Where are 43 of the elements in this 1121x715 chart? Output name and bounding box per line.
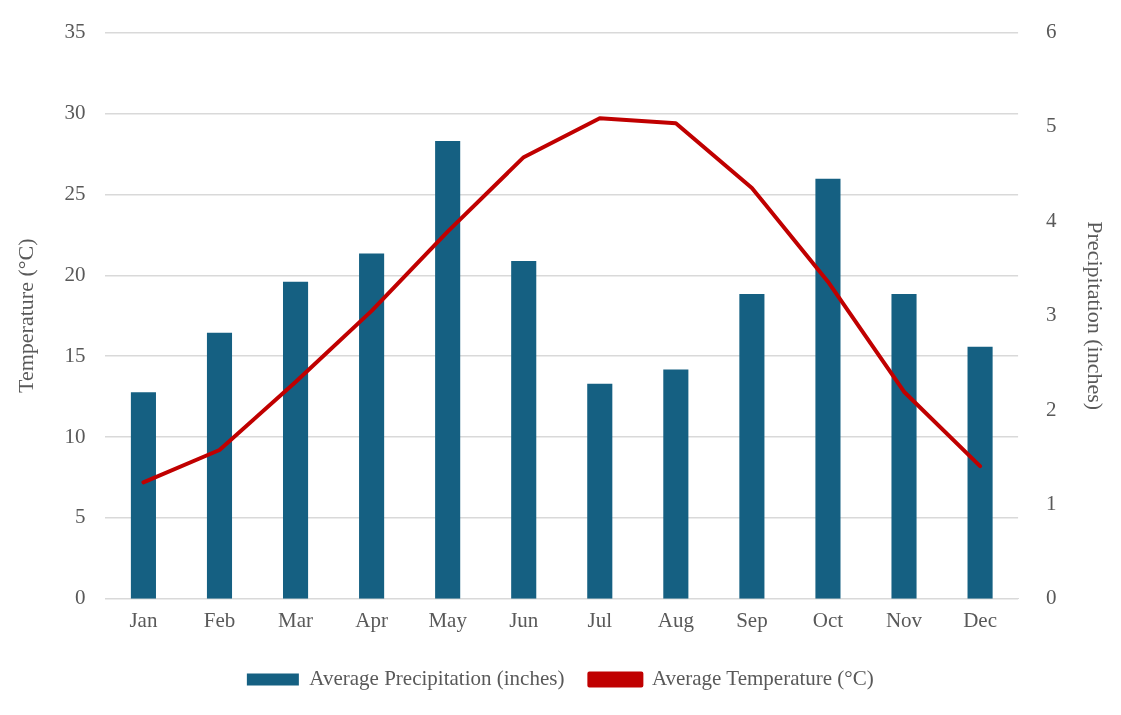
x-tick-label: May bbox=[428, 607, 468, 632]
x-tick-label: Jul bbox=[587, 607, 613, 632]
y-axis-title: Temperature (°C) bbox=[12, 238, 38, 393]
legend-label: Average Temperature (°C) bbox=[651, 666, 874, 691]
y2-tick-label: 4 bbox=[1046, 207, 1058, 232]
y-tick-label: 25 bbox=[64, 180, 86, 205]
x-tick-label: Dec bbox=[963, 607, 997, 632]
x-tick-label: Aug bbox=[657, 607, 695, 632]
y-tick-label: 10 bbox=[64, 423, 86, 448]
bar bbox=[815, 178, 841, 599]
y2-tick-label: 2 bbox=[1046, 396, 1057, 421]
y-tick-label: 30 bbox=[64, 100, 86, 124]
y-tick-label: 15 bbox=[64, 342, 86, 367]
y2-tick-label: 1 bbox=[1046, 490, 1057, 515]
x-tick-label: Nov bbox=[885, 607, 923, 632]
bar bbox=[663, 369, 689, 599]
bar bbox=[891, 294, 917, 599]
y2-tick-label: 5 bbox=[1046, 113, 1057, 138]
bar bbox=[967, 346, 993, 599]
x-tick-label: Mar bbox=[278, 607, 314, 632]
x-tick-label: Oct bbox=[812, 607, 844, 632]
x-tick-label: Feb bbox=[203, 607, 236, 632]
y2-tick-label: 6 bbox=[1046, 19, 1057, 44]
bar bbox=[511, 260, 537, 599]
x-tick-label: Jan bbox=[129, 607, 158, 632]
y2-tick-label: 3 bbox=[1046, 302, 1057, 327]
legend-label: Average Precipitation (inches) bbox=[309, 666, 565, 691]
x-tick-label: Jun bbox=[509, 607, 539, 632]
bar bbox=[435, 141, 461, 599]
y-tick-label: 5 bbox=[74, 504, 86, 529]
bar bbox=[130, 392, 156, 599]
x-tick-label: Apr bbox=[355, 607, 388, 632]
bar bbox=[283, 281, 309, 599]
y-tick-label: 20 bbox=[64, 261, 86, 286]
x-tick-label: Sep bbox=[736, 607, 768, 632]
y-tick-label: 0 bbox=[74, 585, 86, 610]
bar bbox=[359, 253, 385, 599]
bar bbox=[587, 383, 613, 599]
bar bbox=[739, 294, 765, 599]
y-tick-label: 35 bbox=[64, 19, 86, 44]
bar bbox=[206, 332, 233, 599]
y2-axis-title: Precipitation (inches) bbox=[1083, 221, 1109, 411]
y2-tick-label: 0 bbox=[1046, 585, 1057, 610]
